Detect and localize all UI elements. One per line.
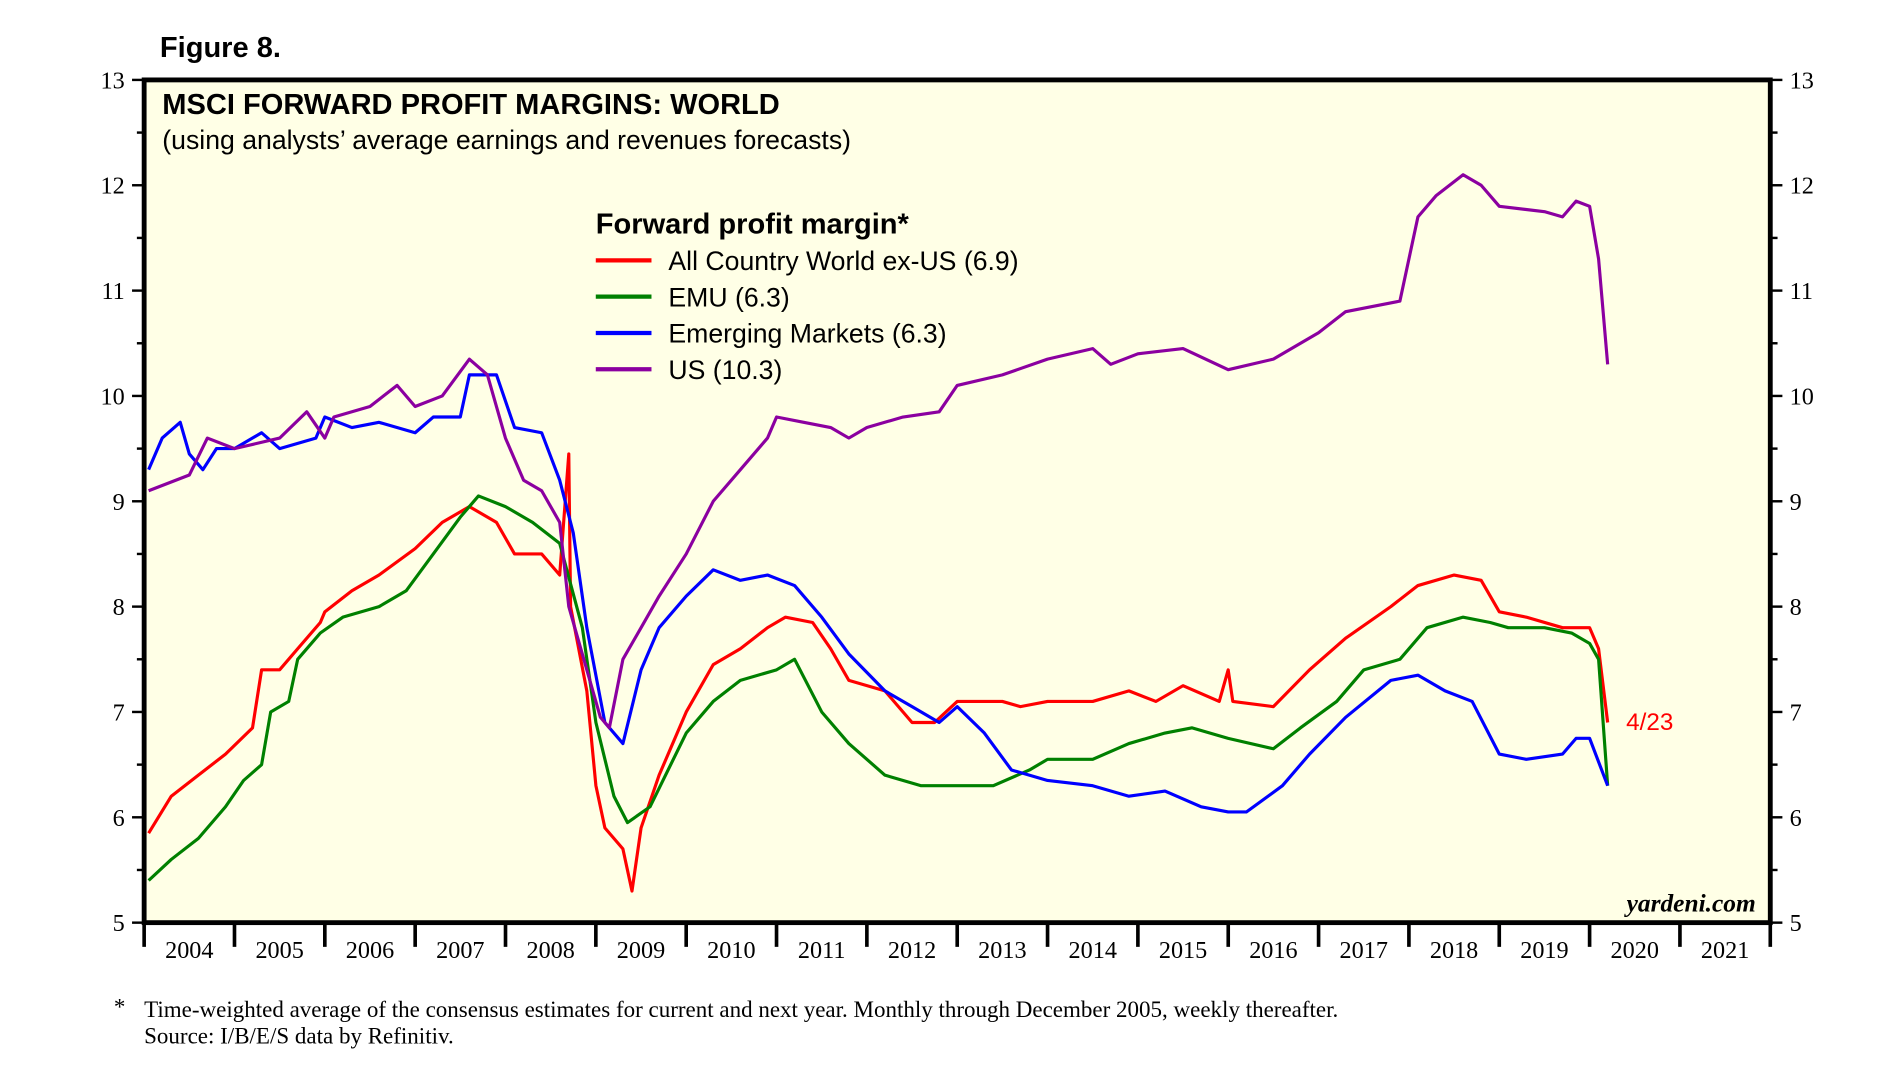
y-tick-label-left: 12 <box>101 173 125 200</box>
plot-area <box>141 77 1773 926</box>
legend-label: Emerging Markets (6.3) <box>668 319 946 349</box>
x-tick-label: 2017 <box>1340 937 1388 964</box>
y-tick-label-left: 6 <box>113 805 125 832</box>
x-tick-label: 2018 <box>1430 937 1478 964</box>
series-line <box>147 373 1610 814</box>
y-tick-label-right: 5 <box>1790 910 1802 937</box>
y-tick-label-left: 13 <box>101 67 125 94</box>
y-tick-label-right: 10 <box>1790 383 1814 410</box>
x-tick-label: 2009 <box>617 937 665 964</box>
x-tick-label: 2015 <box>1159 937 1207 964</box>
x-tick-label: 2011 <box>798 937 846 964</box>
y-tick-label-right: 7 <box>1790 699 1802 726</box>
footnote-marker: * <box>114 995 126 1020</box>
series-line <box>147 494 1610 882</box>
series-line <box>147 452 1610 893</box>
y-tick-label-left: 11 <box>101 278 124 305</box>
y-tick-label-right: 11 <box>1790 278 1813 305</box>
legend-label: All Country World ex-US (6.9) <box>668 246 1018 276</box>
footnote-line2: Source: I/B/E/S data by Refinitiv. <box>144 1024 454 1049</box>
legend-label: US (10.3) <box>668 355 782 385</box>
x-tick-label: 2008 <box>526 937 574 964</box>
x-tick-label: 2012 <box>888 937 936 964</box>
y-tick-label-right: 13 <box>1790 67 1814 94</box>
x-tick-label: 2013 <box>978 937 1026 964</box>
series-lines <box>147 173 1610 893</box>
y-tick-label-left: 8 <box>113 594 125 621</box>
y-tick-label-right: 9 <box>1790 489 1802 516</box>
figure-label: Figure 8. <box>160 32 281 64</box>
y-tick-label-left: 5 <box>113 910 125 937</box>
y-tick-label-right: 8 <box>1790 594 1802 621</box>
y-tick-label-left: 9 <box>113 489 125 516</box>
x-tick-label: 2019 <box>1520 937 1568 964</box>
y-tick-label-left: 10 <box>101 383 125 410</box>
x-tick-label: 2004 <box>165 937 213 964</box>
x-tick-label: 2010 <box>707 937 755 964</box>
series-line <box>148 173 1610 730</box>
x-tick-label: 2016 <box>1249 937 1297 964</box>
chart-title: MSCI FORWARD PROFIT MARGINS: WORLD <box>162 89 779 121</box>
legend: All Country World ex-US (6.9) EMU (6.3) Em… <box>595 246 1019 385</box>
watermark: yardeni.com <box>1624 890 1756 918</box>
y-tick-label-right: 12 <box>1790 173 1814 200</box>
y-tick-label-left: 7 <box>113 699 125 726</box>
footnote-line1: Time-weighted average of the consensus e… <box>144 997 1338 1022</box>
legend-title: Forward profit margin* <box>596 209 910 241</box>
x-tick-label: 2005 <box>255 937 303 964</box>
end-annotation: 4/23 <box>1626 709 1673 736</box>
y-tick-label-right: 6 <box>1790 805 1802 832</box>
legend-label: EMU (6.3) <box>668 282 789 312</box>
x-tick-label: 2020 <box>1611 937 1659 964</box>
x-tick-label: 2007 <box>436 937 484 964</box>
axis-ticks: 5 5 6 6 7 7 8 8 9 9 10 10 11 11 12 12 13 13 2004 2005 2006 20… <box>101 67 1814 963</box>
x-tick-label: 2014 <box>1069 937 1117 964</box>
chart-subtitle: (using analysts’ average earnings and re… <box>162 125 851 155</box>
x-tick-label: 2021 <box>1701 937 1749 964</box>
x-tick-label: 2006 <box>346 937 394 964</box>
